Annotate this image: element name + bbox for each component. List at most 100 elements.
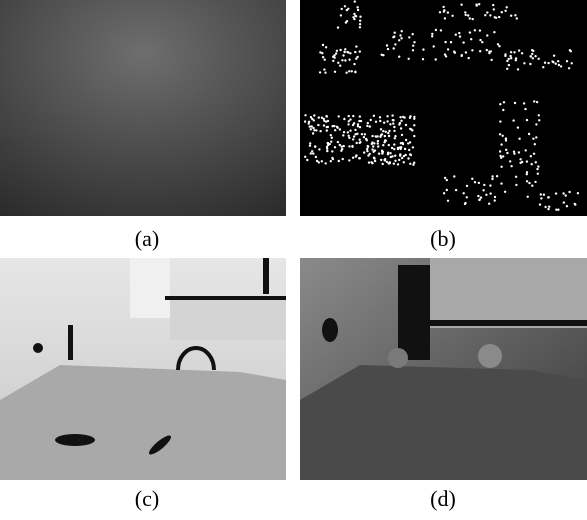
point: [444, 177, 446, 179]
point: [497, 43, 499, 45]
point: [399, 155, 401, 157]
point: [348, 137, 350, 139]
point: [518, 49, 520, 51]
point: [347, 8, 349, 10]
point: [366, 150, 368, 152]
point: [371, 162, 373, 164]
point: [391, 114, 393, 116]
point: [412, 49, 414, 51]
point: [394, 137, 396, 139]
caption: (d): [430, 486, 456, 511]
point: [401, 30, 403, 32]
page: (a) (b) (c) (d) (() => { const data = JS…: [0, 0, 587, 520]
point: [339, 144, 341, 146]
point: [366, 148, 368, 150]
point: [462, 41, 464, 43]
point: [351, 70, 353, 72]
point: [339, 65, 341, 67]
point: [356, 6, 358, 8]
point: [394, 135, 396, 137]
point: [568, 191, 570, 193]
point: [382, 163, 384, 165]
point: [510, 51, 512, 53]
point: [539, 203, 541, 205]
point: [313, 129, 315, 131]
point: [444, 17, 446, 19]
point: [399, 122, 401, 124]
point: [533, 153, 535, 155]
point: [340, 14, 342, 16]
point: [394, 160, 396, 162]
chair: [478, 344, 502, 368]
point: [345, 72, 347, 74]
point: [382, 144, 384, 146]
point: [413, 116, 415, 118]
point: [325, 115, 327, 117]
point: [500, 182, 502, 184]
point: [455, 34, 457, 36]
point: [521, 52, 523, 54]
point: [503, 101, 505, 103]
point: [408, 58, 410, 60]
point: [375, 121, 377, 123]
point: [514, 102, 516, 104]
point: [310, 152, 312, 154]
point: [495, 17, 497, 19]
point: [327, 120, 329, 122]
point: [400, 37, 402, 39]
point: [529, 63, 531, 65]
point: [523, 62, 525, 64]
point: [388, 144, 390, 146]
point: [359, 23, 361, 25]
point: [312, 132, 314, 134]
edge: [430, 320, 587, 326]
point: [508, 58, 510, 60]
point: [553, 55, 555, 57]
image-b: [300, 0, 587, 216]
point: [379, 120, 381, 122]
point: [399, 34, 401, 36]
point: [309, 145, 311, 147]
point: [478, 182, 480, 184]
point: [485, 194, 487, 196]
table: [0, 365, 286, 480]
point: [566, 205, 568, 207]
point: [440, 29, 442, 31]
point: [349, 118, 351, 120]
point: [531, 185, 533, 187]
point: [562, 192, 564, 194]
point: [515, 59, 517, 61]
point: [398, 159, 400, 161]
point: [489, 184, 491, 186]
point: [540, 197, 542, 199]
point: [355, 45, 357, 47]
point: [528, 133, 530, 135]
point: [493, 8, 495, 10]
point: [518, 151, 520, 153]
point: [327, 142, 329, 144]
point: [509, 160, 511, 162]
point: [403, 161, 405, 163]
point: [474, 29, 476, 31]
point: [471, 178, 473, 180]
point: [404, 148, 406, 150]
point: [304, 120, 306, 122]
point: [373, 142, 375, 144]
point: [486, 34, 488, 36]
point: [394, 155, 396, 157]
point: [555, 192, 557, 194]
point: [525, 149, 527, 151]
point: [563, 201, 565, 203]
point: [354, 51, 356, 53]
point: [422, 48, 424, 50]
table: [300, 365, 587, 480]
point: [332, 60, 334, 62]
point: [548, 196, 550, 198]
point: [359, 16, 361, 18]
point: [326, 146, 328, 148]
point: [499, 120, 501, 122]
point: [387, 153, 389, 155]
point: [506, 6, 508, 8]
point: [332, 56, 334, 58]
point: [352, 124, 354, 126]
